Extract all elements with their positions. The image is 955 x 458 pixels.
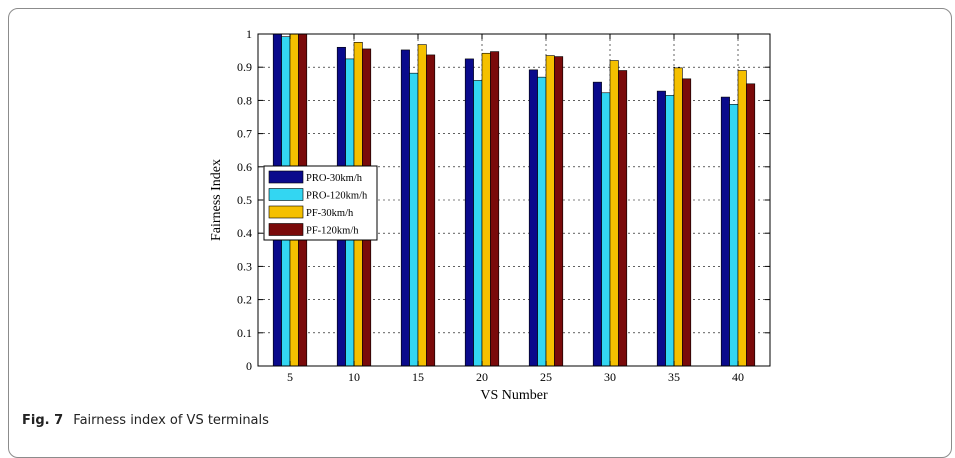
legend-swatch [268, 205, 304, 219]
x-tick-label: 20 [476, 370, 488, 384]
x-tick-label: 5 [287, 370, 293, 384]
bar [737, 70, 747, 367]
bar [665, 95, 675, 367]
bar [609, 60, 619, 367]
bar [473, 80, 483, 367]
y-tick-label: 0.1 [237, 326, 252, 340]
x-axis-label: VS Number [480, 388, 548, 403]
legend-swatch [268, 223, 304, 236]
x-tick-label: 30 [604, 370, 616, 384]
y-tick-label: 0 [246, 359, 252, 373]
bar-chart: 00.10.20.30.40.50.60.70.80.915 10 15 20 25 30… [209, 27, 771, 403]
bar [426, 54, 436, 367]
legend-swatch [268, 170, 304, 184]
y-tick-label: 0.5 [237, 193, 252, 207]
bar [481, 52, 491, 367]
legend-label: PF-120km/h [306, 226, 359, 237]
bar [592, 81, 602, 367]
bar [673, 67, 683, 367]
bar [464, 58, 474, 367]
legend: PRO-30km/h PRO-120km/h PF-30km/h PF-120km/h [263, 165, 378, 241]
ticks: 00.10.20.30.40.50.60.70.80.915 10 15 20 25 30… [237, 27, 770, 384]
legend-label: PF-30km/h [306, 208, 354, 219]
y-axis-label: Fairness Index [209, 159, 224, 241]
x-tick-label: 40 [732, 370, 744, 384]
legend-label: PRO-120km/h [306, 191, 368, 202]
y-tick-label: 0.4 [237, 226, 252, 240]
bar [490, 51, 500, 367]
figure-caption-text: Fairness index of VS terminals [73, 413, 269, 428]
y-tick-label: 1 [246, 27, 252, 41]
y-tick-label: 0.3 [237, 259, 252, 273]
x-tick-label: 10 [348, 370, 360, 384]
bar [409, 72, 419, 367]
x-tick-label: 25 [540, 370, 552, 384]
bar [528, 69, 538, 367]
legend-swatch [268, 188, 304, 201]
bar [545, 55, 555, 367]
bar [400, 49, 410, 367]
bar [537, 76, 547, 367]
bar [417, 44, 427, 367]
bar [601, 92, 611, 367]
y-tick-label: 0.8 [237, 93, 252, 107]
figure-caption: Fig. 7 Fairness index of VS terminals [22, 413, 269, 428]
x-tick-label: 15 [412, 370, 424, 384]
y-tick-label: 0.7 [237, 127, 252, 141]
bar [656, 90, 666, 367]
bar [720, 96, 730, 367]
bar [618, 70, 628, 367]
y-tick-label: 0.2 [237, 293, 252, 307]
bar [729, 104, 739, 367]
bar [554, 56, 564, 367]
bar [746, 83, 756, 367]
figure-label: Fig. 7 [22, 413, 64, 428]
legend-label: PRO-30km/h [306, 173, 363, 184]
x-tick-label: 35 [668, 370, 680, 384]
y-tick-label: 0.6 [237, 160, 252, 174]
y-tick-label: 0.9 [237, 60, 252, 74]
bar [682, 78, 692, 367]
